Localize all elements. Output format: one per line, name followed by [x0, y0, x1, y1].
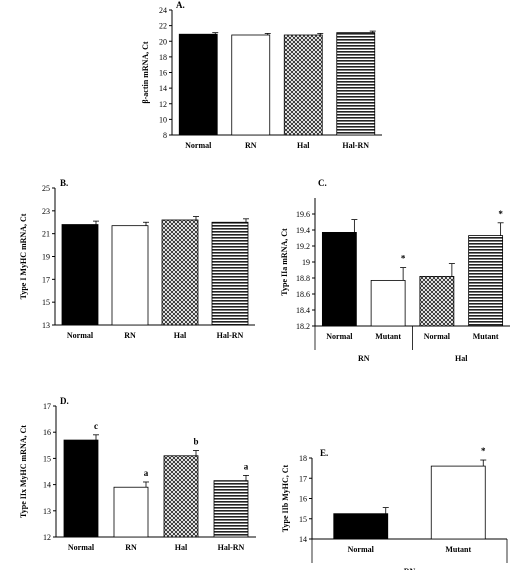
y-axis-label: Type I MyHC mRNA, Ct	[19, 213, 28, 299]
bar	[370, 279, 406, 327]
bar	[161, 219, 199, 326]
significance-label: *	[498, 209, 503, 219]
group-label: RN	[404, 567, 416, 570]
y-tick-label: 25	[42, 184, 50, 193]
x-category-label: Hal-RN	[218, 543, 245, 552]
significance-label: *	[401, 254, 406, 264]
x-category-label: Hal	[297, 141, 310, 150]
x-category-label: Normal	[67, 331, 94, 340]
x-category-label: Mutant	[375, 332, 401, 341]
panel-label: A.	[176, 0, 185, 10]
y-tick-label: 12	[159, 100, 167, 109]
x-category-label: Mutant	[445, 545, 471, 554]
y-tick-label: 13	[42, 321, 50, 330]
x-category-label: RN	[125, 543, 137, 552]
y-tick-label: 19	[42, 253, 50, 262]
x-category-label: Hal	[174, 331, 187, 340]
group-label: RN	[358, 354, 370, 363]
bar	[468, 235, 504, 327]
y-tick-label: 14	[43, 481, 51, 490]
y-tick-label: 19.6	[296, 210, 310, 219]
bar	[231, 34, 271, 136]
y-tick-label: 19.4	[296, 226, 310, 235]
panel-label: B.	[60, 178, 68, 188]
bar	[430, 465, 486, 540]
bar	[61, 224, 99, 326]
significance-label: b	[193, 437, 198, 447]
y-tick-label: 13	[43, 507, 51, 516]
y-tick-label: 24	[159, 6, 167, 15]
significance-label: a	[244, 461, 249, 471]
significance-label: c	[94, 421, 98, 431]
y-tick-label: 15	[42, 298, 50, 307]
y-tick-label: 18	[299, 454, 307, 463]
y-tick-label: 10	[159, 115, 167, 124]
bar	[163, 455, 199, 538]
y-tick-label: 17	[43, 402, 51, 411]
x-category-label: Mutant	[473, 332, 499, 341]
x-category-label: Hal-RN	[217, 331, 244, 340]
y-tick-label: 16	[299, 495, 307, 504]
bar	[419, 275, 455, 327]
y-axis-label: Type IIx MyHC mRNA, Ct	[19, 425, 28, 518]
bar	[178, 33, 218, 136]
x-category-label: Hal	[175, 543, 188, 552]
x-category-label: Normal	[185, 141, 212, 150]
panel-label: D.	[60, 396, 69, 406]
bar	[211, 221, 249, 326]
x-category-label: RN	[124, 331, 136, 340]
x-category-label: Normal	[326, 332, 353, 341]
bar	[333, 513, 389, 540]
significance-label: a	[144, 468, 149, 478]
y-tick-label: 18	[159, 53, 167, 62]
x-category-label: Normal	[424, 332, 451, 341]
y-tick-label: 15	[299, 515, 307, 524]
bar	[111, 225, 149, 326]
y-tick-label: 12	[43, 533, 51, 542]
bar	[321, 231, 357, 327]
x-category-label: Hal-RN	[342, 141, 369, 150]
y-tick-label: 8	[163, 131, 167, 140]
bar	[113, 486, 149, 538]
y-axis-label: β-actin mRNA, Ct	[141, 41, 150, 104]
panel-label: E.	[320, 448, 328, 458]
x-category-label: Normal	[348, 545, 375, 554]
y-tick-label: 19.2	[296, 242, 310, 251]
y-tick-label: 18.8	[296, 274, 310, 283]
y-tick-label: 14	[159, 84, 167, 93]
bar	[213, 480, 249, 538]
y-tick-label: 17	[299, 474, 307, 483]
y-tick-label: 23	[42, 207, 50, 216]
significance-label: *	[481, 446, 486, 456]
bar	[336, 32, 376, 136]
group-label: Hal	[455, 354, 468, 363]
y-axis-label: Type IIa mRNA, Ct	[280, 228, 289, 296]
panel-label: C.	[318, 178, 327, 188]
y-tick-label: 19	[302, 258, 310, 267]
y-tick-label: 16	[159, 69, 167, 78]
y-tick-label: 22	[159, 22, 167, 31]
y-axis-label: Type IIb MyHC, Ct	[281, 464, 290, 532]
y-tick-label: 15	[43, 454, 51, 463]
x-category-label: Normal	[68, 543, 95, 552]
x-category-label: RN	[245, 141, 257, 150]
y-tick-label: 16	[43, 428, 51, 437]
y-tick-label: 20	[159, 37, 167, 46]
y-tick-label: 14	[299, 535, 307, 544]
y-tick-label: 18.2	[296, 322, 310, 331]
y-tick-label: 17	[42, 275, 50, 284]
bar	[63, 439, 99, 538]
y-tick-label: 21	[42, 230, 50, 239]
y-tick-label: 18.4	[296, 306, 310, 315]
bar	[283, 34, 323, 136]
y-tick-label: 18.6	[296, 290, 310, 299]
